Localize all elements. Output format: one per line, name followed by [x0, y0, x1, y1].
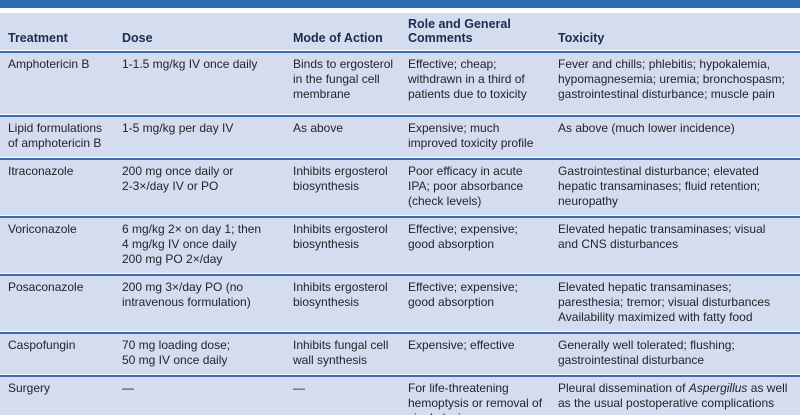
cell-treatment: Voriconazole [0, 216, 122, 274]
table-row-lipid-formulations: Lipid formulations of amphotericin B 1-5… [0, 115, 800, 158]
cell-treatment: Itraconazole [0, 158, 122, 216]
table-body: Amphotericin B 1-1.5 mg/kg IV once daily… [0, 51, 800, 415]
table-row-voriconazole: Voriconazole 6 mg/kg 2× on day 1; then 4… [0, 216, 800, 274]
antifungal-treatment-table: Treatment Dose Mode of Action Role and G… [0, 13, 800, 415]
cell-treatment: Posaconazole [0, 274, 122, 332]
cell-role: Effective; expensive; good absorption [408, 274, 558, 332]
cell-dose: 6 mg/kg 2× on day 1; then 4 mg/kg IV onc… [122, 216, 293, 274]
cell-dose: 1-5 mg/kg per day IV [122, 115, 293, 158]
table-row-caspofungin: Caspofungin 70 mg loading dose; 50 mg IV… [0, 332, 800, 375]
table-row-posaconazole: Posaconazole 200 mg 3×/day PO (no intrav… [0, 274, 800, 332]
col-header-mode-of-action: Mode of Action [293, 13, 408, 51]
cell-dose: 200 mg once daily or 2-3×/day IV or PO [122, 158, 293, 216]
cell-role: Effective; expensive; good absorption [408, 216, 558, 274]
cell-dose: — [122, 375, 293, 415]
toxicity-text: Pleural dissemination of [558, 381, 689, 395]
col-header-toxicity: Toxicity [558, 13, 800, 51]
cell-toxicity: Pleural dissemination of Aspergillus as … [558, 375, 800, 415]
cell-toxicity: As above (much lower incidence) [558, 115, 800, 158]
cell-toxicity: Elevated hepatic transaminases; paresthe… [558, 274, 800, 332]
header-row: Treatment Dose Mode of Action Role and G… [0, 13, 800, 51]
table-row-amphotericin-b: Amphotericin B 1-1.5 mg/kg IV once daily… [0, 51, 800, 115]
top-accent-bar [0, 0, 800, 8]
cell-role: Expensive; effective [408, 332, 558, 375]
table-header: Treatment Dose Mode of Action Role and G… [0, 13, 800, 51]
cell-toxicity: Generally well tolerated; flushing; gast… [558, 332, 800, 375]
cell-toxicity: Fever and chills; phlebitis; hypokalemia… [558, 51, 800, 115]
cell-treatment: Lipid formulations of amphotericin B [0, 115, 122, 158]
table-row-itraconazole: Itraconazole 200 mg once daily or 2-3×/d… [0, 158, 800, 216]
cell-role: Effective; cheap; withdrawn in a third o… [408, 51, 558, 115]
cell-role: Poor efficacy in acute IPA; poor absorba… [408, 158, 558, 216]
cell-mode: Inhibits ergosterol biosynthesis [293, 158, 408, 216]
toxicity-italic-term: Aspergillus [688, 381, 748, 395]
cell-mode: Inhibits ergosterol biosynthesis [293, 274, 408, 332]
cell-treatment: Surgery [0, 375, 122, 415]
toxicity-text: as well as the usual postoperative compl… [558, 381, 788, 410]
cell-role: Expensive; much improved toxicity profil… [408, 115, 558, 158]
col-header-treatment: Treatment [0, 13, 122, 51]
cell-mode: Binds to ergosterol in the fungal cell m… [293, 51, 408, 115]
col-header-dose: Dose [122, 13, 293, 51]
cell-mode: As above [293, 115, 408, 158]
cell-treatment: Caspofungin [0, 332, 122, 375]
cell-toxicity: Gastrointestinal disturbance; elevated h… [558, 158, 800, 216]
cell-mode: Inhibits fungal cell wall synthesis [293, 332, 408, 375]
table-container: Treatment Dose Mode of Action Role and G… [0, 13, 800, 415]
col-header-role-comments: Role and General Comments [408, 13, 558, 51]
cell-dose: 1-1.5 mg/kg IV once daily [122, 51, 293, 115]
cell-dose: 70 mg loading dose; 50 mg IV once daily [122, 332, 293, 375]
cell-toxicity: Elevated hepatic transaminases; visual a… [558, 216, 800, 274]
cell-role: For life-threatening hemoptysis or remov… [408, 375, 558, 415]
cell-dose: 200 mg 3×/day PO (no intravenous formula… [122, 274, 293, 332]
cell-mode: — [293, 375, 408, 415]
table-row-surgery: Surgery — — For life-threatening hemopty… [0, 375, 800, 415]
cell-mode: Inhibits ergosterol biosynthesis [293, 216, 408, 274]
cell-treatment: Amphotericin B [0, 51, 122, 115]
